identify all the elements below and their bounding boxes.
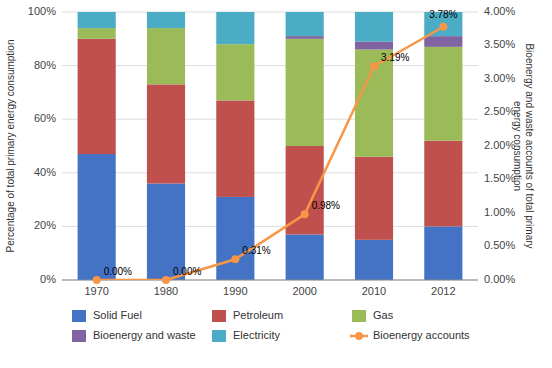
bar-segment (78, 39, 116, 154)
bar-segment (355, 41, 393, 49)
legend-swatch (212, 310, 226, 322)
bar-segment (355, 50, 393, 157)
x-tick-label: 2012 (431, 285, 455, 297)
data-label: 0.31% (242, 245, 270, 256)
bar-segment (147, 12, 185, 28)
y-tick-label: 20% (34, 219, 56, 231)
line-marker (231, 255, 239, 263)
bar-segment (216, 100, 254, 196)
y-tick-label: 40% (34, 166, 56, 178)
y2-tick-label: 2.00% (484, 139, 515, 151)
y2-tick-label: 3.50% (484, 38, 515, 50)
bar-segment (286, 12, 324, 36)
grid-line (62, 65, 478, 66)
legend: Solid Fuel Petroleum Gas Bioenergy and wast… (72, 309, 470, 342)
bar-segment (424, 36, 462, 47)
bar-segment (78, 12, 116, 28)
line (97, 27, 444, 280)
legend-swatch (72, 310, 86, 322)
bars (78, 12, 463, 280)
legend-label: Solid Fuel (93, 309, 142, 321)
data-label: 0.00% (104, 266, 132, 277)
legend-label: Petroleum (233, 309, 283, 321)
y2-axis-title: Bioenergy and waste accounts of total pr… (512, 43, 535, 248)
bar-segment (424, 226, 462, 280)
legend-swatch (72, 330, 86, 342)
grid-line (62, 226, 478, 227)
data-label: 0.00% (173, 266, 201, 277)
text-line: energy consumption (512, 101, 523, 191)
x-tick-label: 1970 (84, 285, 108, 297)
bar-segment (355, 240, 393, 280)
x-tick-label: 2010 (362, 285, 386, 297)
line-marker (370, 62, 378, 70)
grid-line (62, 12, 478, 13)
legend-swatch (212, 330, 226, 342)
legend-label: Gas (373, 309, 394, 321)
data-label: 3.19% (381, 52, 409, 63)
data-labels: 0.00% 0.00% 0.31% 0.98% 3.19% 3.78% (104, 9, 458, 277)
bar-segment (286, 234, 324, 280)
y2-tick-label: 2.50% (484, 105, 515, 117)
y2-tick-label: 1.00% (484, 206, 515, 218)
y-tick-label: 0% (40, 273, 56, 285)
bar-segment (147, 28, 185, 84)
y2-tick-label: 0.00% (484, 273, 515, 285)
legend-label: Electricity (233, 329, 281, 341)
line-marker (162, 276, 170, 284)
y-tick-label: 100% (28, 5, 56, 17)
bar-segment (216, 12, 254, 44)
data-label: 0.98% (312, 200, 340, 211)
lines (97, 27, 444, 280)
legend-swatch (355, 332, 363, 340)
y-axis-title: Percentage of total primary energy consu… (5, 40, 16, 253)
bar-segment (424, 47, 462, 141)
x-tick-label: 1990 (223, 285, 247, 297)
x-tick-label: 2000 (292, 285, 316, 297)
legend-label: Bioenergy accounts (373, 329, 470, 341)
bar-segment (78, 154, 116, 280)
y2-tick-label: 0.50% (484, 239, 515, 251)
y2-tick-label: 1.50% (484, 172, 515, 184)
line-marker (301, 210, 309, 218)
bar-segment (216, 44, 254, 100)
bar-segment (286, 36, 324, 39)
grid-line (62, 119, 478, 120)
bar-segment (216, 197, 254, 280)
text-line: Bioenergy and waste accounts of total pr… (524, 43, 535, 248)
data-label: 3.78% (429, 9, 457, 20)
grid-line (62, 172, 478, 173)
grid (62, 12, 478, 280)
markers (93, 23, 448, 284)
bar-segment (286, 146, 324, 234)
bar-segment (286, 39, 324, 146)
line-marker (439, 23, 447, 31)
bar-segment (147, 84, 185, 183)
bar-segment (78, 28, 116, 39)
text-line: Percentage of total primary energy consu… (5, 40, 16, 253)
y2-tick-label: 3.00% (484, 72, 515, 84)
bar-segment (355, 157, 393, 240)
bar-segment (355, 12, 393, 41)
chart: 0% 20% 40% 60% 80% 100% 0.00% 0.50% 1.00% 1.50% 2.… (0, 0, 552, 368)
x-tick-label: 1980 (154, 285, 178, 297)
y2-tick-label: 4.00% (484, 5, 515, 17)
bar-segment (424, 141, 462, 227)
line-marker (93, 276, 101, 284)
y-tick-label: 80% (34, 59, 56, 71)
y-tick-label: 60% (34, 112, 56, 124)
legend-label: Bioenergy and waste (93, 329, 196, 341)
legend-swatch (352, 310, 366, 322)
